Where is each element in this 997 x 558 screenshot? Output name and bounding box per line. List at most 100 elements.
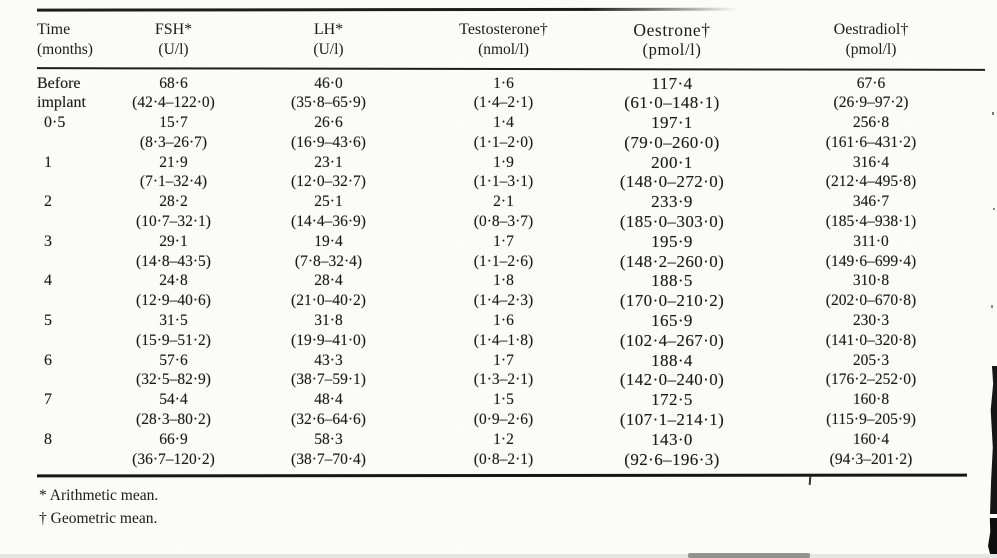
mean-value: 23·1 bbox=[314, 153, 343, 171]
mean-value: 233·9 bbox=[651, 192, 693, 212]
mean-value: 310·8 bbox=[852, 272, 890, 290]
cell-oestrone: 117·4 (61·0–148·1) bbox=[587, 74, 757, 114]
table-row: 6 57·6 (32·5–82·9) 43·3 (38·7–59·1) 1·7 (1·3–2… bbox=[37, 351, 985, 391]
range-value: (148·2–260·0) bbox=[619, 251, 725, 271]
time-label-line2 bbox=[44, 291, 110, 311]
range-value: (102·4–267·0) bbox=[619, 330, 725, 350]
range-value: (12·0–32·7) bbox=[291, 173, 366, 191]
range-value: (12·9–40·6) bbox=[136, 292, 211, 310]
range-value: (7·1–32·4) bbox=[139, 173, 208, 191]
time-label: 3 bbox=[44, 232, 52, 250]
mean-value: 28·4 bbox=[314, 272, 343, 290]
table-row: 2 28·2 (10·7–32·1) 25·1 (14·4–36·9) 2·1 (0·8–3… bbox=[37, 192, 985, 232]
column-header-testosterone: Testosterone† (nmol/l) bbox=[420, 20, 587, 60]
cell-oestradiol: 316·4 (212·4–495·8) bbox=[757, 153, 985, 193]
cell-fsh: 15·7 (8·3–26·7) bbox=[110, 113, 237, 153]
scan-speck bbox=[993, 208, 995, 210]
column-header-oestradiol: Oestradiol† (pmol/l) bbox=[757, 20, 985, 60]
time-label: 7 bbox=[44, 391, 52, 409]
mean-value: 26·6 bbox=[314, 114, 343, 132]
range-value: (1·4–2·1) bbox=[473, 94, 534, 112]
range-value: (32·5–82·9) bbox=[136, 371, 211, 389]
time-label-line2 bbox=[44, 331, 110, 351]
table-row: 3 29·1 (14·8–43·5) 19·4 (7·8–32·4) 1·7 (1·1–2·… bbox=[37, 232, 985, 272]
mean-value: 58·3 bbox=[314, 430, 343, 448]
range-value: (141·0–320·8) bbox=[825, 331, 917, 349]
mean-value: 165·9 bbox=[651, 311, 693, 331]
cell-fsh: 66·9 (36·7–120·2) bbox=[110, 430, 237, 470]
column-label: Testosterone† bbox=[459, 20, 548, 38]
table-row: 5 31·5 (15·9–51·2) 31·8 (19·9–41·0) 1·6 (1·4–1… bbox=[37, 311, 985, 351]
cell-oestrone: 172·5 (107·1–214·1) bbox=[587, 390, 757, 430]
column-label: Oestradiol† bbox=[833, 20, 909, 38]
cell-lh: 31·8 (19·9–41·0) bbox=[237, 311, 420, 351]
mean-value: 1·4 bbox=[493, 114, 514, 132]
scan-edge-blob bbox=[988, 518, 997, 558]
mean-value: 68·6 bbox=[159, 74, 188, 92]
range-value: (26·9–97·2) bbox=[833, 94, 909, 112]
time-label: 2 bbox=[44, 193, 52, 211]
mean-value: 54·4 bbox=[159, 391, 188, 409]
mean-value: 31·5 bbox=[159, 312, 188, 330]
column-unit: (U/l) bbox=[313, 40, 344, 58]
column-unit: (U/l) bbox=[158, 40, 189, 58]
cell-testosterone: 1·7 (1·3–2·1) bbox=[420, 351, 587, 391]
table-row: Before implant 68·6 (42·4–122·0) 46·0 (35·8–6… bbox=[37, 74, 985, 114]
time-label: 8 bbox=[44, 430, 52, 448]
cell-fsh: 29·1 (14·8–43·5) bbox=[110, 232, 237, 272]
cell-time: 5 bbox=[37, 311, 110, 351]
cell-oestrone: 200·1 (148·0–272·0) bbox=[587, 153, 757, 193]
cell-oestradiol: 160·4 (94·3–201·2) bbox=[757, 430, 985, 470]
mean-value: 48·4 bbox=[314, 391, 343, 409]
scan-bottom-smudge bbox=[688, 553, 810, 558]
cell-fsh: 54·4 (28·3–80·2) bbox=[110, 390, 237, 430]
range-value: (1·3–2·1) bbox=[473, 371, 534, 389]
range-value: (212·4–495·8) bbox=[825, 173, 917, 191]
range-value: (36·7–120·2) bbox=[132, 450, 215, 468]
mean-value: 15·7 bbox=[159, 114, 188, 132]
cell-time: 4 bbox=[37, 271, 110, 311]
cell-oestradiol: 205·3 (176·2–252·0) bbox=[757, 351, 985, 391]
range-value: (176·2–252·0) bbox=[825, 371, 917, 389]
cell-lh: 25·1 (14·4–36·9) bbox=[237, 192, 420, 232]
range-value: (1·4–1·8) bbox=[473, 331, 534, 349]
column-unit: (pmol/l) bbox=[845, 40, 897, 58]
mean-value: 1·7 bbox=[493, 232, 514, 250]
table-bottom-rule bbox=[36, 474, 968, 478]
mean-value: 67·6 bbox=[856, 74, 886, 92]
range-value: (1·1–2·0) bbox=[473, 133, 534, 151]
column-header-lh: LH* (U/l) bbox=[237, 20, 420, 60]
cell-oestrone: 165·9 (102·4–267·0) bbox=[587, 311, 757, 351]
mean-value: 24·8 bbox=[159, 272, 188, 290]
cell-oestrone: 188·5 (170·0–210·2) bbox=[587, 271, 757, 311]
mean-value: 46·0 bbox=[314, 74, 343, 92]
range-value: (107·1–214·1) bbox=[619, 410, 725, 430]
scan-speck bbox=[992, 112, 994, 115]
mean-value: 256·8 bbox=[852, 114, 890, 132]
range-value: (185·4–938·1) bbox=[825, 213, 917, 231]
mean-value: 160·4 bbox=[852, 430, 890, 448]
time-label: 0·5 bbox=[44, 114, 66, 132]
range-value: (0·9–2·6) bbox=[473, 411, 534, 429]
column-label: LH* bbox=[313, 20, 344, 38]
cell-oestradiol: 67·6 (26·9–97·2) bbox=[757, 74, 985, 114]
mean-value: 188·4 bbox=[651, 350, 693, 370]
range-value: (1·4–2·3) bbox=[473, 292, 534, 310]
mean-value: 1·8 bbox=[493, 272, 514, 290]
cell-oestradiol: 160·8 (115·9–205·9) bbox=[757, 390, 985, 430]
table-row: 7 54·4 (28·3–80·2) 48·4 (32·6–64·6) 1·5 (0·9–2… bbox=[37, 390, 985, 430]
time-label-line2 bbox=[44, 370, 110, 390]
table-row: 0·5 15·7 (8·3–26·7) 26·6 (16·9–43·6) 1·4 (1·1–… bbox=[37, 113, 985, 153]
column-header-oestrone: Oestrone† (pmol/l) bbox=[587, 20, 757, 60]
column-unit: (months) bbox=[37, 40, 93, 58]
hormone-results-table: Time (months) FSH* (U/l) LH* (U/l) Testosteron… bbox=[36, 7, 986, 478]
range-value: (8·3–26·7) bbox=[139, 133, 208, 151]
range-value: (32·6–64·6) bbox=[291, 411, 366, 429]
cell-lh: 26·6 (16·9–43·6) bbox=[237, 113, 420, 153]
mean-value: 160·8 bbox=[852, 391, 890, 409]
cell-lh: 46·0 (35·8–65·9) bbox=[237, 74, 420, 114]
range-value: (149·6–699·4) bbox=[825, 252, 917, 270]
range-value: (1·1–2·6) bbox=[473, 252, 534, 270]
mean-value: 188·5 bbox=[651, 271, 693, 291]
